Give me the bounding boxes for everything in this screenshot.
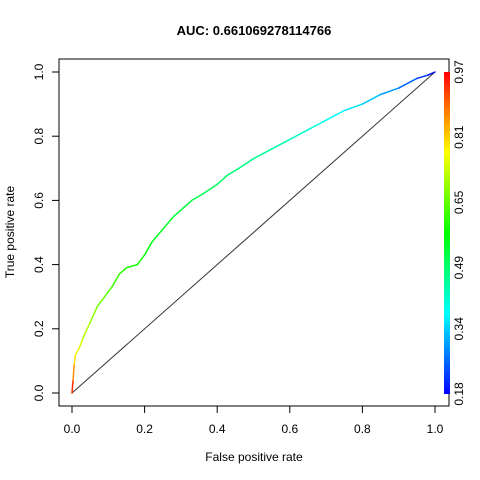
roc-curve-segment [397,77,418,89]
y-tick-label: 0.6 [32,192,46,209]
diagonal-layer [71,71,436,394]
y-tick-label: 0.2 [32,320,46,337]
roc-curve-segment [289,129,309,141]
x-tick-label: 0.4 [209,422,226,436]
roc-curve-segment [71,379,74,394]
chart-title: AUC: 0.661069278114766 [177,23,332,38]
roc-curve-segment [162,215,175,231]
x-tick-label: 0.0 [64,422,81,436]
roc-curve-segment [78,337,84,349]
roc-curve-segment [136,254,146,266]
colorbar-tick-label: 0.81 [452,125,466,149]
roc-curve-segment [252,148,273,160]
y-tick-label: 0.8 [32,128,46,145]
roc-curve-segment [72,363,75,381]
roc-curve-segment [82,321,91,340]
roc-curve-segment [96,295,106,308]
roc-curve-segment [227,167,240,176]
roc-curve-segment [361,93,382,105]
y-axis-label: True positive rate [3,186,17,279]
colorbar-ticks: 0.18 0.34 0.49 0.65 0.81 0.97 [452,60,466,406]
roc-curve-segment [151,228,164,243]
y-tick-label: 0.4 [32,256,46,273]
colorbar-tick-label: 0.18 [452,382,466,406]
roc-curve-segment [379,87,400,96]
colorbar-tick-label: 0.34 [452,317,466,341]
roc-curve-segment [89,305,99,324]
roc-curve-segment [111,273,120,288]
x-axis-label: False positive rate [205,450,303,464]
roc-curve-layer [71,71,436,394]
y-tick-label: 1.0 [32,63,46,80]
x-axis: 0.0 0.2 0.4 0.6 0.8 1.0 [64,405,444,436]
roc-curve-segment [325,109,345,121]
roc-curve-segment [201,183,218,195]
x-tick-label: 0.8 [354,422,371,436]
roc-curve-segment [118,267,128,275]
roc-curve-segment [180,199,193,211]
roc-curve-segment [191,193,204,202]
x-tick-label: 0.2 [136,422,153,436]
roc-curve-segment [74,347,81,356]
y-tick-label: 0.0 [32,384,46,401]
x-tick-label: 1.0 [427,422,444,436]
roc-curve-segment [73,353,77,365]
roc-curve-segment [307,119,327,131]
colorbar-tick-label: 0.49 [452,256,466,280]
diagonal-reference-line [71,71,436,394]
x-tick-label: 0.6 [281,422,298,436]
roc-curve-segment [172,209,182,218]
colorbar-tick-label: 0.97 [452,60,466,84]
roc-curve-segment [103,286,113,298]
y-axis: 0.0 0.2 0.4 0.6 0.8 1.0 [32,63,60,401]
roc-curve-segment [238,157,255,170]
roc-curve-segment [143,241,153,256]
roc-curve-segment [125,263,139,269]
colorbar-tick-label: 0.65 [452,190,466,214]
roc-curve-segment [270,138,291,150]
roc-curve-segment [216,173,229,186]
colorbar [444,72,450,394]
roc-curve-segment [343,103,364,112]
roc-curve-segment [426,71,436,76]
roc-curve-segment [416,74,429,80]
